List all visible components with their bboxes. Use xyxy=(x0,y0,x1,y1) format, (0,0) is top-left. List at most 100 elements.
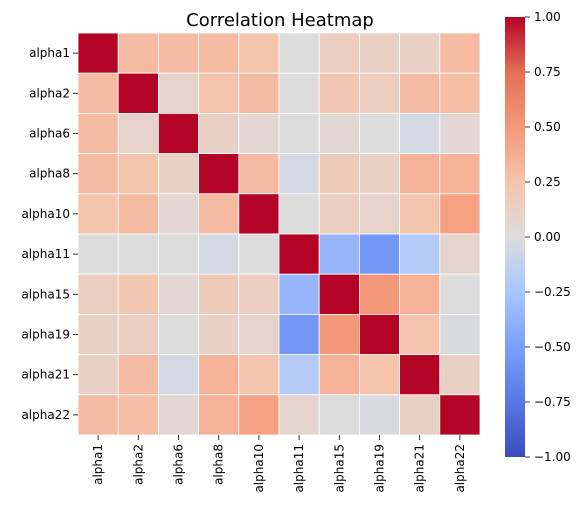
colorbar xyxy=(505,17,525,457)
colorbar-tick-label: −0.50 xyxy=(534,340,571,354)
colorbar-tick-label: 0.25 xyxy=(534,175,561,189)
heatmap-cell xyxy=(157,394,199,436)
heatmap-cell xyxy=(77,233,119,275)
heatmap-cell xyxy=(117,113,159,155)
heatmap-cell xyxy=(399,193,441,235)
heatmap-cell xyxy=(198,273,240,315)
heatmap-cell xyxy=(358,394,400,436)
heatmap-cell xyxy=(238,273,280,315)
heatmap-cell xyxy=(358,193,400,235)
y-tick-label: alpha2 xyxy=(29,86,70,100)
heatmap-cell xyxy=(198,153,240,195)
heatmap-cell xyxy=(157,233,199,275)
heatmap-cell xyxy=(399,72,441,114)
heatmap-cell xyxy=(399,32,441,74)
colorbar-tick-label: 0.50 xyxy=(534,120,561,134)
heatmap-cell xyxy=(399,313,441,355)
heatmap-cell xyxy=(399,394,441,436)
heatmap-cell xyxy=(198,313,240,355)
y-tick-label: alpha10 xyxy=(21,207,70,221)
heatmap-cell xyxy=(278,193,320,235)
heatmap-cell xyxy=(117,394,159,436)
heatmap-cell xyxy=(117,72,159,114)
x-tick-label: alpha10 xyxy=(252,444,266,493)
heatmap-cell xyxy=(318,153,360,195)
heatmap-cell xyxy=(77,193,119,235)
heatmap-cell xyxy=(439,153,481,195)
heatmap-cell xyxy=(238,153,280,195)
heatmap-cell xyxy=(238,313,280,355)
heatmap-cell xyxy=(238,32,280,74)
colorbar-ticks: 1.00 0.75 0.50 0.25 0.00 −0.25 −0.50 −0.75 −1.00 xyxy=(525,10,571,464)
heatmap-cell xyxy=(278,153,320,195)
heatmap-cell xyxy=(439,32,481,74)
heatmap-cell xyxy=(439,72,481,114)
heatmap-cell xyxy=(77,113,119,155)
heatmap-cell xyxy=(238,394,280,436)
x-tick-label: alpha22 xyxy=(453,444,467,493)
y-tick-label: alpha8 xyxy=(29,167,70,181)
x-tick-label: alpha21 xyxy=(413,444,427,493)
heatmap-cell xyxy=(439,113,481,155)
heatmap-cell xyxy=(358,72,400,114)
colorbar-tick-label: −1.00 xyxy=(534,450,571,464)
heatmap-cell xyxy=(157,72,199,114)
heatmap-cell xyxy=(318,273,360,315)
heatmap-cell xyxy=(399,153,441,195)
heatmap-cell xyxy=(399,113,441,155)
heatmap-cell xyxy=(278,72,320,114)
heatmap-cell xyxy=(278,113,320,155)
heatmap-cell xyxy=(318,354,360,396)
x-axis-ticks: alpha1 alpha2 alpha6 alpha8 alpha10 alpha11 al… xyxy=(91,435,467,493)
colorbar-tick-label: 0.75 xyxy=(534,65,561,79)
heatmap-cell xyxy=(318,394,360,436)
colorbar-tick-label: −0.25 xyxy=(534,285,571,299)
heatmap-cell xyxy=(198,32,240,74)
colorbar-tick-label: 1.00 xyxy=(534,10,561,24)
heatmap-cell xyxy=(318,233,360,275)
heatmap-cell xyxy=(318,72,360,114)
y-tick-label: alpha6 xyxy=(29,127,70,141)
y-tick-label: alpha1 xyxy=(29,46,70,60)
heatmap-cell xyxy=(238,354,280,396)
heatmap-cell xyxy=(439,273,481,315)
heatmap-cell xyxy=(198,354,240,396)
heatmap-cell xyxy=(157,32,199,74)
heatmap-cell xyxy=(198,233,240,275)
heatmap-cell xyxy=(198,72,240,114)
heatmap-cell xyxy=(439,193,481,235)
heatmap-cell xyxy=(238,72,280,114)
chart-title: Correlation Heatmap xyxy=(186,10,374,31)
colorbar-tick-label: −0.75 xyxy=(534,395,571,409)
heatmap-cell xyxy=(117,32,159,74)
heatmap-cell xyxy=(278,313,320,355)
heatmap-cell xyxy=(358,32,400,74)
colorbar-tick-label: 0.00 xyxy=(534,230,561,244)
heatmap-cell xyxy=(358,354,400,396)
heatmap-cell xyxy=(117,233,159,275)
heatmap-cell xyxy=(399,233,441,275)
heatmap-cell xyxy=(238,193,280,235)
heatmap-cell xyxy=(439,233,481,275)
y-tick-label: alpha15 xyxy=(21,287,70,301)
heatmap-cell xyxy=(318,313,360,355)
heatmap-cell xyxy=(318,113,360,155)
x-tick-label: alpha11 xyxy=(292,444,306,493)
heatmap-cell xyxy=(318,32,360,74)
heatmap-cell xyxy=(358,153,400,195)
heatmap-cell xyxy=(157,113,199,155)
heatmap-cell xyxy=(439,394,481,436)
heatmap-cell xyxy=(238,233,280,275)
heatmap-cell xyxy=(358,113,400,155)
heatmap-cell xyxy=(77,394,119,436)
heatmap-cell xyxy=(157,354,199,396)
heatmap-cell xyxy=(278,394,320,436)
heatmap-cell xyxy=(77,72,119,114)
heatmap-cell xyxy=(157,273,199,315)
heatmap-cell xyxy=(198,113,240,155)
heatmap-cell xyxy=(117,153,159,195)
heatmap-cell xyxy=(358,273,400,315)
y-tick-label: alpha11 xyxy=(21,247,70,261)
heatmap-cell xyxy=(278,32,320,74)
